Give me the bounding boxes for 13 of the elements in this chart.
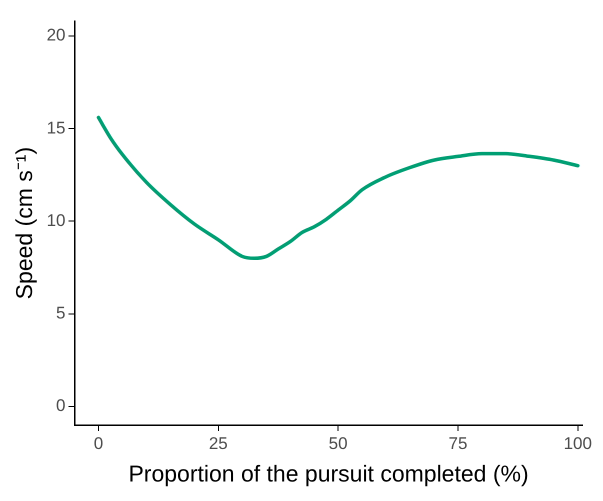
x-tick-label: 0 [94, 434, 104, 453]
y-tick-label: 0 [56, 396, 66, 416]
y-tick-label: 10 [46, 210, 66, 230]
x-tick-label: 100 [564, 434, 592, 453]
x-tick-label: 25 [208, 434, 228, 453]
x-tick-label: 75 [448, 434, 468, 453]
line-series [96, 116, 580, 260]
y-axis-title: Speed (cm s⁻¹) [11, 146, 38, 300]
y-tick-label: 5 [56, 304, 66, 323]
y-tick-label: 15 [46, 118, 66, 138]
y-tick-label: 20 [46, 26, 66, 45]
x-tick-label: 50 [328, 434, 348, 453]
x-axis-title: Proportion of the pursuit completed (%) [128, 460, 529, 487]
